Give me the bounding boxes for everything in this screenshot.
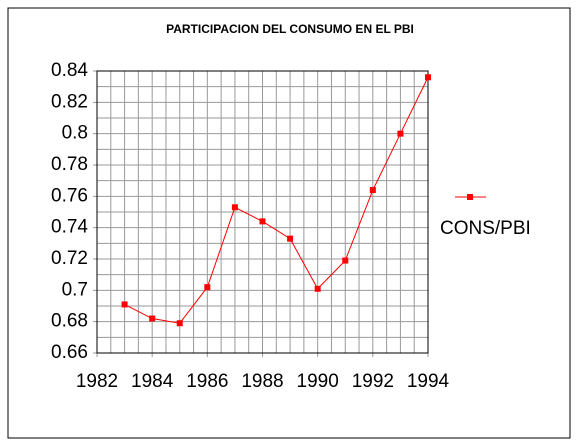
y-tick-label: 0.82 <box>51 91 88 112</box>
y-tick-label: 0.84 <box>51 60 88 81</box>
frame <box>7 7 571 439</box>
point-marker <box>149 315 156 322</box>
point-marker <box>287 235 294 242</box>
y-tick-label: 0.72 <box>51 248 88 269</box>
x-tick-label: 1984 <box>131 371 174 392</box>
point-marker <box>121 301 128 308</box>
y-tick-label: 0.68 <box>51 311 88 332</box>
x-tick-label: 1982 <box>76 371 118 392</box>
point-marker <box>342 257 349 264</box>
x-tick-label: 1994 <box>407 371 450 392</box>
x-tick-label: 1990 <box>297 371 339 392</box>
y-tick-label: 0.78 <box>51 154 88 175</box>
point-marker <box>231 204 238 211</box>
point-marker <box>204 284 211 291</box>
series-line <box>124 77 429 324</box>
point-marker <box>425 74 431 81</box>
x-tick-label: 1986 <box>186 371 228 392</box>
point-marker <box>369 187 376 194</box>
point-marker <box>259 218 266 225</box>
y-tick-label: 0.74 <box>51 217 88 238</box>
point-marker <box>176 320 183 327</box>
point-marker <box>397 130 404 137</box>
x-tick-label: 1988 <box>241 371 283 392</box>
point-marker <box>314 285 321 292</box>
y-tick-label: 0.66 <box>51 342 88 363</box>
chart-title: PARTICIPACION DEL CONSUMO EN EL PBI <box>166 22 414 36</box>
legend-marker <box>467 194 473 200</box>
legend-label: CONS/PBI <box>440 218 531 239</box>
y-tick-label: 0.7 <box>62 279 88 300</box>
plot-border <box>96 70 429 354</box>
y-tick-label: 0.8 <box>62 123 88 144</box>
y-tick-label: 0.76 <box>51 185 88 206</box>
x-tick-label: 1992 <box>352 371 394 392</box>
